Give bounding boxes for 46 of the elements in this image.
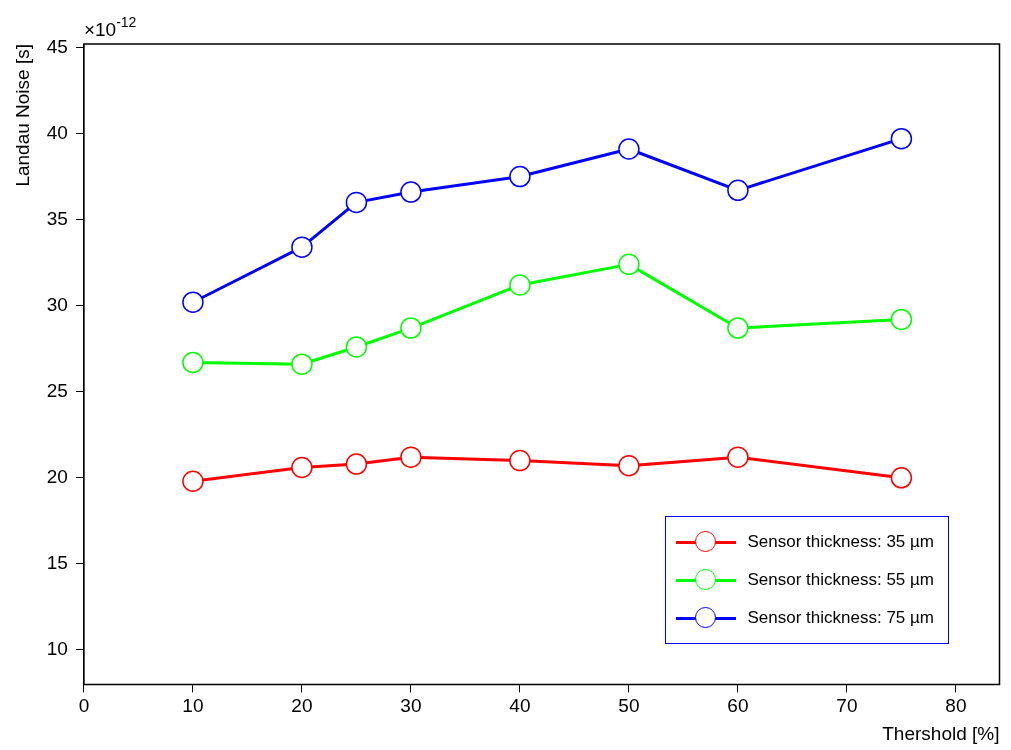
y-tick-label: 40 — [46, 121, 68, 143]
point — [182, 291, 204, 313]
point — [291, 456, 313, 479]
y-tick-label: 30 — [46, 293, 68, 315]
legend-label: Sensor thickness: 35 µm — [747, 532, 934, 553]
legend-label: Sensor thickness: 75 µm — [747, 608, 934, 629]
point — [890, 467, 913, 489]
point — [727, 317, 749, 339]
y-tick-label: 10 — [46, 638, 68, 660]
x-tick-label: 0 — [78, 695, 90, 717]
y-tick-label: 20 — [46, 466, 68, 488]
y-tick-label: 15 — [46, 552, 68, 574]
point — [509, 274, 531, 296]
point — [890, 127, 913, 150]
point — [400, 317, 422, 339]
point — [509, 165, 531, 188]
point — [618, 138, 640, 160]
x-tick-label: 80 — [945, 695, 967, 717]
point — [618, 455, 640, 477]
point — [727, 179, 749, 202]
point — [345, 191, 368, 214]
point — [618, 253, 640, 276]
y-axis-title: Landau Noise [s] — [11, 44, 33, 187]
y-tick-label: 35 — [46, 207, 68, 229]
x-tick-label: 70 — [836, 695, 858, 717]
x-tick-label: 20 — [291, 695, 313, 717]
point — [890, 308, 913, 331]
point — [291, 236, 313, 258]
point — [345, 453, 368, 475]
legend-label: Sensor thickness: 55 µm — [747, 570, 934, 591]
x-tick-label: 30 — [400, 695, 422, 717]
y-tick-label: 25 — [46, 379, 68, 401]
x-tick-label: 10 — [182, 695, 204, 717]
point — [400, 181, 422, 203]
x-axis-title: Thershold [%] — [882, 722, 1000, 744]
point — [727, 446, 749, 468]
x-tick-label: 60 — [727, 695, 749, 717]
y-tick-label: 45 — [46, 35, 68, 57]
x-tick-label: 40 — [509, 695, 531, 717]
point — [509, 449, 531, 472]
point — [182, 470, 204, 493]
point — [345, 336, 368, 358]
point — [182, 351, 204, 374]
x-tick-label: 50 — [618, 695, 640, 717]
point — [291, 353, 313, 375]
point — [400, 446, 422, 468]
